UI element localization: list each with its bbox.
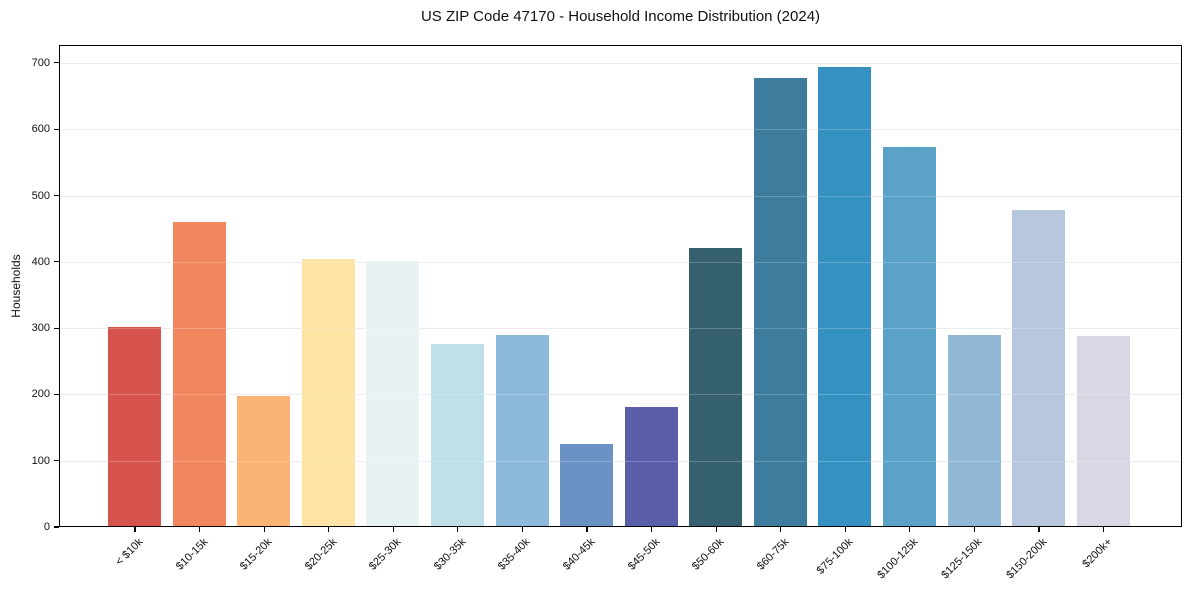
x-tick-mark-14 xyxy=(1038,527,1040,532)
y-tick-mark-400 xyxy=(54,261,59,263)
bar-$25-30k xyxy=(366,260,420,526)
bar-$100-125k xyxy=(883,146,937,526)
x-tick-mark-15 xyxy=(1102,527,1105,532)
gridline-overlay-700 xyxy=(60,62,1181,64)
bar-$200k+ xyxy=(1076,335,1130,526)
bar-$15-20k xyxy=(237,396,291,526)
bar-$30-35k xyxy=(431,343,485,526)
bar-$20-25k xyxy=(301,259,355,526)
gridline-200 xyxy=(60,394,1181,396)
gridline-400 xyxy=(60,261,1181,263)
y-tick-label-400: 400 xyxy=(31,255,50,268)
x-tick-mark-11 xyxy=(844,527,846,532)
y-tick-mark-500 xyxy=(54,194,59,197)
gridline-overlay-500 xyxy=(60,195,1181,197)
x-tick-mark-5 xyxy=(457,527,459,532)
gridline-100 xyxy=(60,460,1181,462)
y-tick-label-600: 600 xyxy=(31,123,50,136)
bar-< $10k xyxy=(108,327,162,526)
x-tick-mark-12 xyxy=(909,527,911,532)
gridline-overlay-200 xyxy=(60,394,1181,396)
y-tick-mark-200 xyxy=(54,393,59,395)
bar-$45-50k xyxy=(624,406,678,526)
x-tick-mark-9 xyxy=(715,527,717,532)
x-tick-mark-6 xyxy=(521,527,523,532)
bar-$75-100k xyxy=(818,67,872,526)
gridline-overlay-100 xyxy=(60,460,1181,462)
y-tick-label-500: 500 xyxy=(31,189,50,202)
y-tick-mark-300 xyxy=(54,327,59,329)
y-tick-label-200: 200 xyxy=(31,388,50,401)
gridline-overlay-600 xyxy=(60,129,1181,131)
bar-$40-45k xyxy=(560,443,614,526)
x-tick-mark-7 xyxy=(586,527,588,532)
x-tick-mark-13 xyxy=(973,527,975,532)
y-tick-label-700: 700 xyxy=(31,56,50,69)
y-tick-label-300: 300 xyxy=(31,322,50,335)
bar-$150-200k xyxy=(1012,210,1066,526)
plot-area xyxy=(59,45,1182,527)
bar-$125-150k xyxy=(947,335,1001,526)
y-tick-mark-600 xyxy=(54,128,59,130)
y-tick-mark-0 xyxy=(54,526,59,528)
gridline-600 xyxy=(60,129,1181,131)
bar-$50-60k xyxy=(689,247,743,526)
y-tick-label-100: 100 xyxy=(31,454,50,467)
x-tick-mark-3 xyxy=(328,527,330,532)
x-tick-mark-4 xyxy=(392,527,394,532)
x-tick-mark-2 xyxy=(263,527,265,532)
y-tick-label-0: 0 xyxy=(43,521,50,533)
gridline-500 xyxy=(60,195,1181,197)
x-tick-mark-1 xyxy=(198,527,201,532)
x-tick-mark-0 xyxy=(134,527,136,532)
bar-$60-75k xyxy=(753,78,807,526)
gridline-700 xyxy=(60,62,1181,64)
gridline-300 xyxy=(60,328,1181,330)
y-tick-mark-700 xyxy=(54,62,59,64)
gridline-overlay-300 xyxy=(60,328,1181,330)
bar-$10-15k xyxy=(172,222,226,526)
bar-$35-40k xyxy=(495,335,549,526)
gridline-overlay-400 xyxy=(60,261,1181,263)
chart-title: US ZIP Code 47170 - Household Income Dis… xyxy=(420,8,821,25)
x-tick-label-< $10k: < $10k xyxy=(113,536,146,569)
x-tick-mark-8 xyxy=(650,527,653,532)
x-tick-mark-10 xyxy=(780,527,782,532)
y-tick-mark-100 xyxy=(54,460,59,462)
